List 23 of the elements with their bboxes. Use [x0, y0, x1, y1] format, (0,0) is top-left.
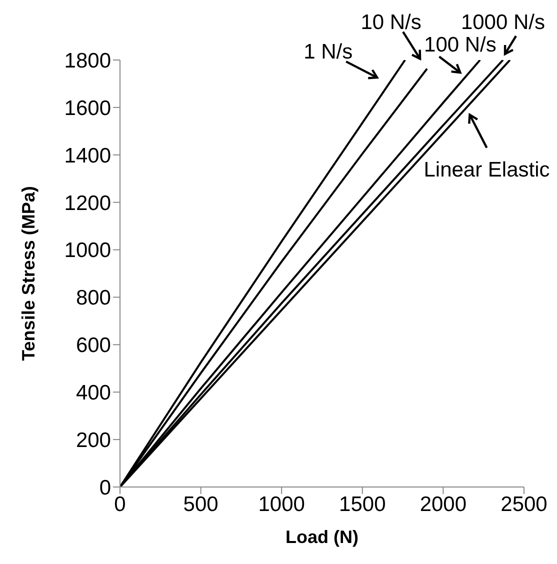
- annotation: 100 N/s: [424, 34, 496, 57]
- x-axis-title: Load (N): [286, 527, 358, 547]
- y-tick-label: 600: [76, 334, 111, 358]
- y-tick-label: 1800: [64, 49, 111, 72]
- annotation: 1000 N/s: [460, 11, 546, 34]
- annotation: 10 N/s: [360, 10, 422, 34]
- y-tick-label: 1000: [64, 239, 111, 262]
- x-tick-label: 2000: [420, 492, 467, 516]
- y-axis-title: Tensile Stress (MPa): [18, 186, 38, 361]
- x-tick-label: 2500: [500, 492, 548, 516]
- y-tick-label: 200: [76, 429, 111, 452]
- x-tick-label: 1500: [339, 492, 386, 516]
- y-tick-label: 0: [99, 476, 111, 500]
- x-tick-label: 1000: [258, 492, 305, 516]
- y-tick-label: 1400: [64, 144, 111, 168]
- x-tick-label: 500: [183, 492, 218, 516]
- y-tick-label: 1200: [64, 192, 111, 215]
- x-tick-label: 0: [114, 492, 126, 516]
- annotation: Linear Elastic: [424, 158, 550, 182]
- y-tick-label: 800: [76, 286, 111, 310]
- y-tick-label: 400: [76, 382, 111, 405]
- y-tick-label: 1600: [64, 96, 111, 120]
- annotation: 1 N/s: [304, 40, 353, 64]
